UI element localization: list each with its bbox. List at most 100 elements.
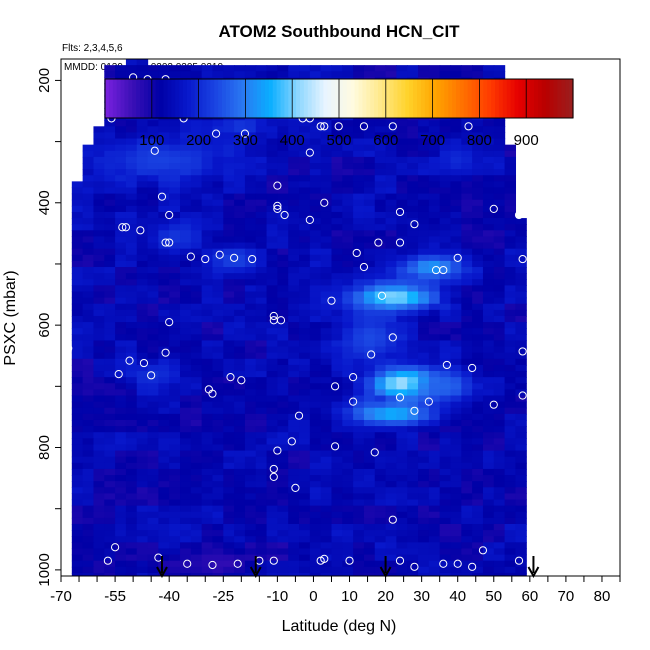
- heat-cell: [234, 456, 246, 464]
- heat-cell: [407, 205, 419, 213]
- heat-cell: [515, 389, 527, 397]
- heat-cell: [71, 475, 84, 482]
- heat-cell: [169, 407, 181, 415]
- heat-cell: [418, 468, 430, 476]
- heat-cell: [309, 163, 322, 170]
- heat-cell: [472, 248, 484, 256]
- heat-cell: [104, 462, 116, 470]
- heat-cell: [428, 120, 441, 127]
- heat-cell: [277, 456, 289, 464]
- heat-cell: [418, 395, 430, 403]
- heat-cell: [266, 236, 278, 244]
- heat-cell: [115, 315, 127, 323]
- colorbar-segment: [354, 79, 360, 118]
- heat-cell: [374, 377, 387, 384]
- heat-cell: [374, 419, 387, 427]
- heat-cell: [71, 334, 84, 342]
- heat-cell: [472, 426, 484, 433]
- heat-cell: [266, 364, 278, 372]
- heat-cell: [450, 175, 462, 182]
- heat-cell: [136, 150, 149, 158]
- heat-cell: [407, 279, 419, 286]
- heat-cell: [169, 315, 181, 323]
- heat-cell: [439, 462, 452, 470]
- heat-cell: [320, 487, 333, 495]
- heat-cell: [439, 505, 452, 513]
- heat-cell: [71, 285, 84, 293]
- heat-cell: [234, 554, 246, 562]
- sample-point: [114, 369, 123, 379]
- heat-cell: [201, 401, 214, 409]
- heat-cell: [342, 150, 354, 158]
- heat-cell: [93, 267, 105, 274]
- heat-cell: [190, 309, 203, 317]
- heat-cell: [147, 426, 159, 433]
- heat-cell: [158, 71, 170, 78]
- heat-cell: [396, 187, 408, 195]
- heat-cell: [309, 156, 322, 164]
- heat-cell: [212, 548, 224, 556]
- heat-cell: [418, 401, 430, 409]
- heat-cell: [309, 273, 322, 280]
- heat-cell: [223, 407, 235, 415]
- heat-cell: [396, 542, 408, 550]
- heat-cell: [277, 530, 289, 537]
- heat-cell: [428, 468, 441, 476]
- heat-cell: [363, 315, 376, 323]
- heat-cell: [93, 303, 105, 311]
- heat-cell: [450, 554, 462, 562]
- heat-cell: [504, 395, 517, 403]
- heat-cell: [385, 413, 397, 421]
- heat-cell: [450, 132, 462, 140]
- heat-cell: [396, 260, 408, 268]
- heat-cell: [212, 187, 224, 195]
- heat-cell: [439, 193, 452, 201]
- heat-cell: [288, 169, 300, 176]
- heat-cell: [169, 395, 181, 403]
- heat-cell: [363, 248, 376, 256]
- heat-cell: [158, 199, 170, 207]
- heat-cell: [255, 548, 268, 556]
- heat-cell: [472, 175, 484, 182]
- heat-cell: [223, 126, 235, 134]
- heat-cell: [439, 456, 452, 464]
- colorbar-segment: [553, 79, 558, 118]
- heat-cell: [353, 407, 365, 415]
- heat-cell: [363, 542, 376, 550]
- heat-cell: [374, 499, 387, 507]
- heat-cell: [277, 297, 289, 305]
- heat-cell: [418, 499, 430, 507]
- heat-cell: [385, 297, 397, 305]
- heat-cell: [363, 493, 376, 501]
- heat-cell: [169, 523, 181, 531]
- colorbar-segment: [459, 79, 465, 118]
- heat-cell: [320, 572, 333, 576]
- heat-cell: [93, 211, 105, 219]
- heat-cell: [244, 175, 257, 182]
- heat-cell: [407, 199, 419, 207]
- heat-cell: [482, 242, 495, 250]
- heat-cell: [309, 248, 322, 256]
- heat-cell: [212, 120, 224, 127]
- heat-cell: [180, 303, 192, 311]
- heat-cell: [147, 242, 159, 250]
- sample-point: [395, 238, 405, 247]
- heat-cell: [374, 187, 387, 195]
- heat-cell: [82, 456, 95, 464]
- heat-cell: [439, 315, 452, 323]
- heat-cell: [504, 242, 517, 250]
- sample-point: [161, 348, 170, 357]
- heat-cell: [385, 358, 397, 366]
- heat-cell: [266, 187, 278, 195]
- heat-cell: [190, 169, 203, 176]
- heat-cell: [320, 475, 333, 482]
- heat-cell: [385, 499, 397, 507]
- colorbar-segment: [292, 79, 297, 118]
- heat-cell: [93, 499, 105, 507]
- heat-cell: [407, 444, 419, 452]
- heat-cell: [93, 438, 105, 446]
- heat-cell: [147, 505, 159, 513]
- heat-cell: [428, 132, 441, 140]
- heat-cell: [115, 120, 127, 127]
- heat-cell: [255, 426, 268, 433]
